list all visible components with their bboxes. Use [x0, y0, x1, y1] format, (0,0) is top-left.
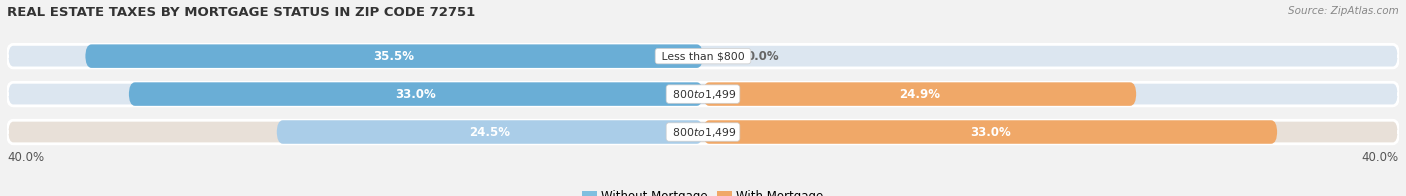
Text: 35.5%: 35.5% [374, 50, 415, 63]
FancyBboxPatch shape [7, 44, 1399, 68]
Text: 33.0%: 33.0% [395, 88, 436, 101]
Text: Source: ZipAtlas.com: Source: ZipAtlas.com [1288, 6, 1399, 16]
Text: $800 to $1,499: $800 to $1,499 [669, 125, 737, 139]
FancyBboxPatch shape [86, 44, 703, 68]
Text: 40.0%: 40.0% [7, 151, 44, 164]
FancyBboxPatch shape [703, 82, 1136, 106]
Text: $800 to $1,499: $800 to $1,499 [669, 88, 737, 101]
Text: 33.0%: 33.0% [970, 125, 1011, 139]
FancyBboxPatch shape [7, 82, 1399, 106]
Text: 24.5%: 24.5% [470, 125, 510, 139]
Text: 40.0%: 40.0% [1362, 151, 1399, 164]
FancyBboxPatch shape [7, 120, 1399, 144]
Text: REAL ESTATE TAXES BY MORTGAGE STATUS IN ZIP CODE 72751: REAL ESTATE TAXES BY MORTGAGE STATUS IN … [7, 6, 475, 19]
FancyBboxPatch shape [277, 120, 703, 144]
Text: Less than $800: Less than $800 [658, 51, 748, 61]
Legend: Without Mortgage, With Mortgage: Without Mortgage, With Mortgage [578, 186, 828, 196]
FancyBboxPatch shape [703, 120, 1277, 144]
Text: 24.9%: 24.9% [898, 88, 941, 101]
Text: 0.0%: 0.0% [747, 50, 779, 63]
FancyBboxPatch shape [129, 82, 703, 106]
